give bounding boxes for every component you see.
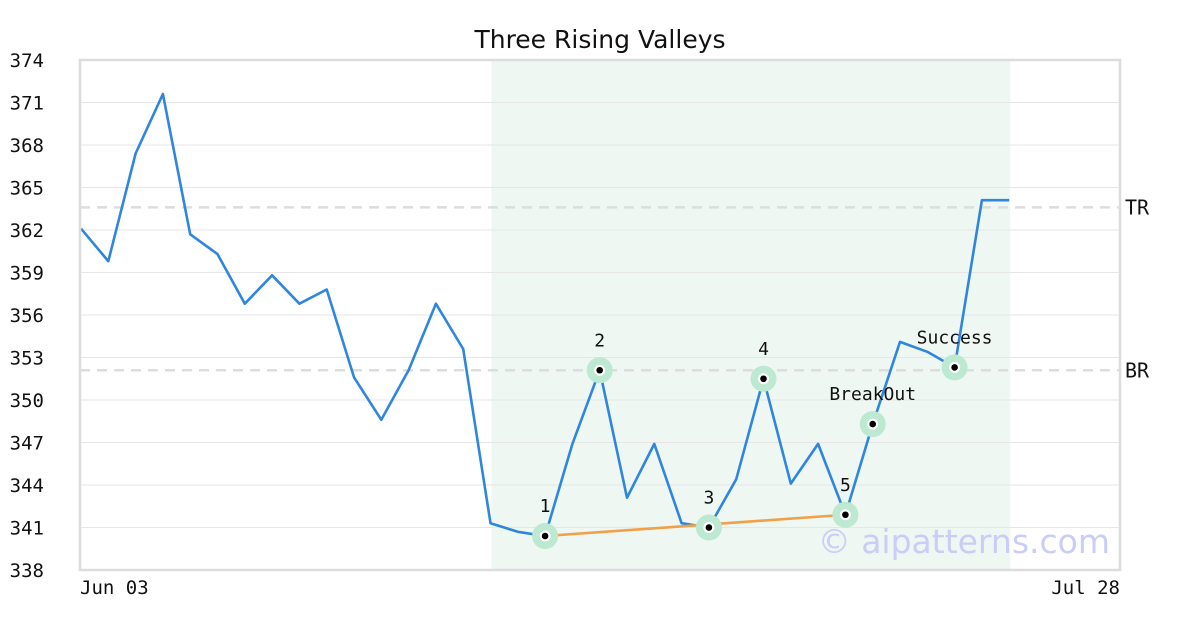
marker-dot bbox=[951, 364, 958, 371]
watermark-text: © aipatterns.com bbox=[818, 522, 1110, 561]
rising-valleys-line bbox=[545, 513, 846, 538]
marker-label: 5 bbox=[840, 475, 851, 496]
marker-label: Success bbox=[917, 327, 993, 348]
marker-label: 4 bbox=[758, 339, 769, 360]
plot-frame bbox=[78, 58, 1122, 572]
watermark-layer: © aipatterns.com bbox=[818, 522, 1110, 561]
y-tick-label: 365 bbox=[10, 178, 44, 200]
y-tick-label: 374 bbox=[10, 50, 44, 72]
y-tick-label: 359 bbox=[10, 263, 44, 285]
marker-dot bbox=[760, 375, 767, 383]
axes-layer: 338341344347350353356359362365368371374J… bbox=[10, 50, 1120, 599]
y-tick-label: 344 bbox=[10, 475, 44, 497]
y-tick-label: 371 bbox=[10, 93, 44, 115]
y-tick-label: 353 bbox=[10, 348, 44, 370]
y-tick-label: 341 bbox=[10, 518, 44, 540]
marker-dot bbox=[596, 366, 603, 374]
y-tick-label: 356 bbox=[10, 305, 44, 327]
chart-title: Three Rising Valleys bbox=[473, 25, 725, 54]
marker-dot bbox=[842, 511, 849, 519]
marker-label: 3 bbox=[703, 488, 714, 509]
y-tick-label: 368 bbox=[10, 135, 44, 157]
marker-label: 1 bbox=[540, 496, 551, 517]
marker-dot bbox=[869, 420, 876, 428]
marker-dot bbox=[541, 532, 549, 540]
marker-label: BreakOut bbox=[829, 384, 916, 405]
marker-label: 2 bbox=[594, 330, 605, 351]
reference-line-label: BR bbox=[1125, 358, 1150, 382]
reference-line-label: TR bbox=[1125, 195, 1150, 219]
y-tick-label: 362 bbox=[10, 220, 44, 242]
y-tick-label: 338 bbox=[10, 560, 44, 582]
marker-dot bbox=[705, 524, 713, 531]
y-tick-label: 347 bbox=[10, 433, 44, 455]
x-tick-label: Jun 03 bbox=[80, 577, 149, 599]
x-tick-label: Jul 28 bbox=[1051, 577, 1120, 599]
y-tick-label: 350 bbox=[10, 390, 44, 412]
markers-layer: 1 2 3 4 5 BreakOut Success bbox=[532, 327, 993, 549]
gridlines-layer bbox=[80, 102, 1120, 528]
